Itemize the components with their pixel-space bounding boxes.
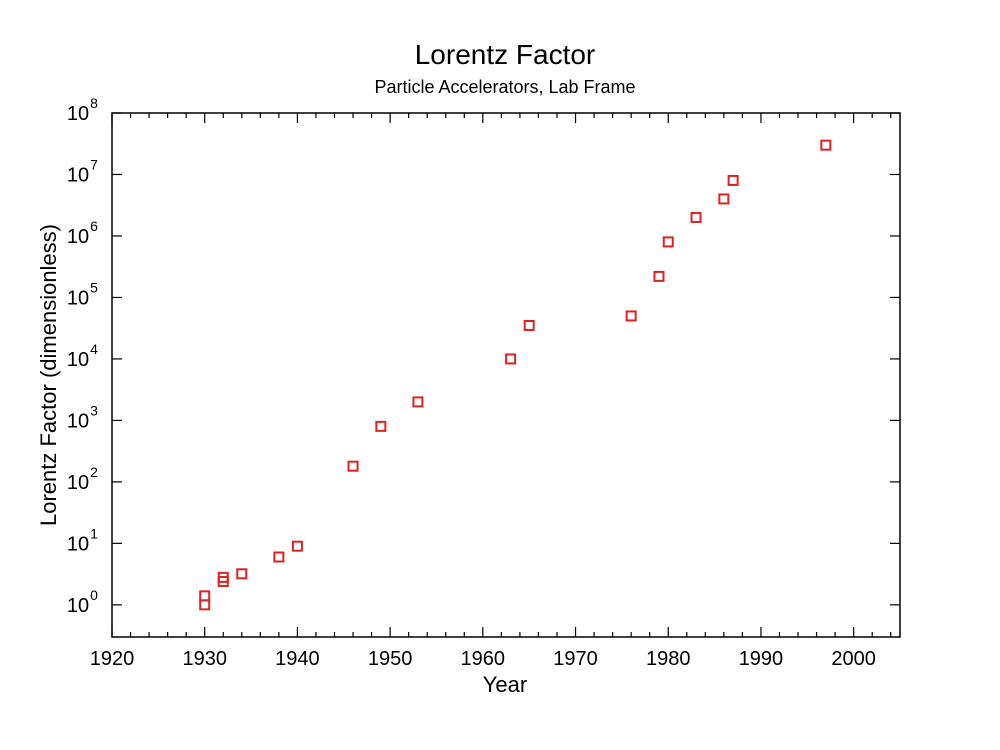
y-tick-label: 10: [67, 410, 89, 432]
x-tick-label: 1940: [275, 648, 320, 670]
data-point: [347, 460, 359, 472]
data-point: [653, 270, 665, 282]
y-tick-exponent: 3: [90, 402, 98, 418]
y-tick-label: 10: [67, 226, 89, 248]
data-point: [690, 211, 702, 223]
data-point: [727, 174, 739, 186]
x-tick-label: 1980: [646, 648, 691, 670]
x-tick-labels: 1920 1930 1940 1950 1960 1970 1980 1990 2000: [90, 648, 876, 670]
data-points: [199, 139, 832, 611]
x-tick-label: 1990: [739, 648, 784, 670]
x-tick-label: 1950: [368, 648, 413, 670]
data-point: [375, 420, 387, 432]
data-point: [662, 236, 674, 248]
plot-frame: [111, 112, 901, 638]
y-tick-exponent: 7: [90, 156, 98, 172]
axis-ticks: [111, 112, 900, 637]
y-tick-label: 10: [67, 595, 89, 617]
data-point: [718, 193, 730, 205]
y-tick-exponent: 4: [90, 341, 98, 357]
y-tick-exponent: 8: [90, 95, 98, 111]
x-tick-label: 1960: [461, 648, 506, 670]
data-point: [523, 319, 535, 331]
y-tick-label: 10: [67, 349, 89, 371]
y-axis-label: Lorentz Factor (dimensionless): [36, 224, 61, 526]
data-point: [236, 568, 248, 580]
data-point: [199, 599, 211, 611]
data-point: [199, 590, 211, 602]
chart-title: Lorentz Factor: [415, 39, 596, 70]
data-point: [291, 540, 303, 552]
data-point: [505, 353, 517, 365]
y-tick-label: 10: [67, 164, 89, 186]
data-point: [412, 396, 424, 408]
y-tick-label: 10: [67, 287, 89, 309]
y-tick-label: 10: [67, 103, 89, 125]
data-point: [820, 139, 832, 151]
data-point: [625, 310, 637, 322]
y-tick-exponent: 5: [90, 279, 98, 295]
data-point: [217, 571, 229, 583]
y-tick-label: 10: [67, 472, 89, 494]
y-tick-exponent: 2: [90, 464, 98, 480]
y-tick-label: 10: [67, 533, 89, 555]
y-tick-exponent: 0: [90, 587, 98, 603]
x-tick-label: 2000: [831, 648, 876, 670]
data-point: [273, 551, 285, 563]
y-tick-exponent: 1: [90, 525, 98, 541]
x-tick-label: 1920: [90, 648, 135, 670]
x-axis-label: Year: [483, 672, 527, 697]
chart-subtitle: Particle Accelerators, Lab Frame: [374, 77, 635, 97]
x-tick-label: 1970: [553, 648, 598, 670]
x-tick-label: 1930: [182, 648, 227, 670]
y-tick-exponent: 6: [90, 218, 98, 234]
